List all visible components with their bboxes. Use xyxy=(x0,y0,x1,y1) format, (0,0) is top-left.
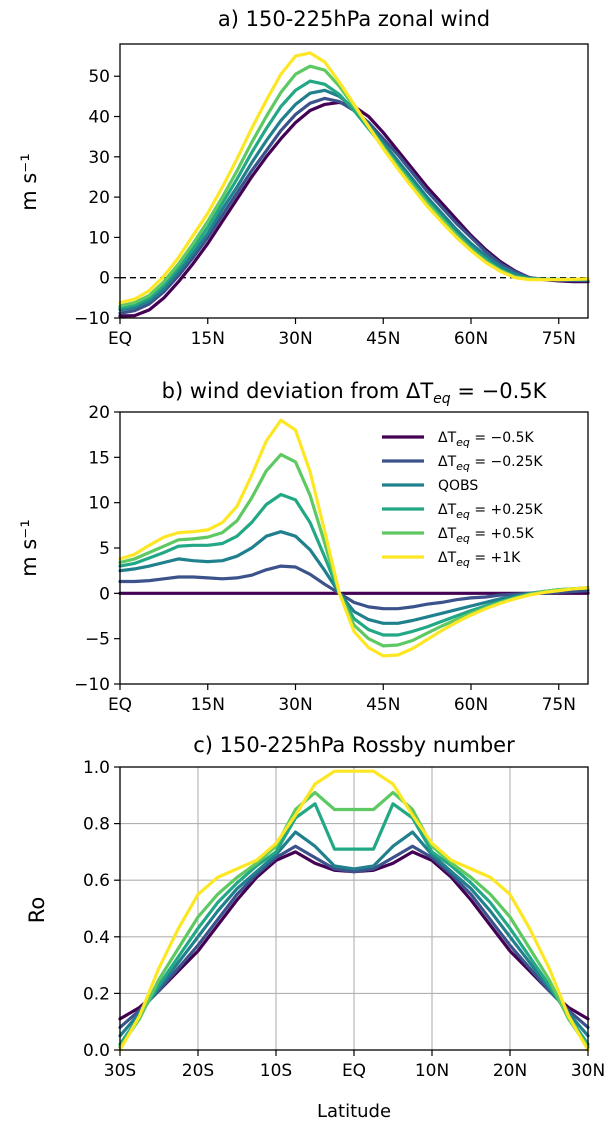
panel-b: b) wind deviation from ΔTeq = −0.5K m s⁻… xyxy=(17,379,590,715)
series-line-0 xyxy=(118,100,590,318)
y-tick-label-5: 40 xyxy=(88,108,110,128)
series-line-4 xyxy=(118,790,590,1049)
x-tick-label-3: EQ xyxy=(342,1061,366,1081)
series-line-3 xyxy=(118,802,590,1046)
x-tick-label-1: 20S xyxy=(182,1061,214,1081)
panel-a-ticks: EQ 15N 30N 45N 60N 75N −10 0 10 20 30 40 50 xyxy=(74,67,576,349)
x-tick-label-0: EQ xyxy=(108,695,132,715)
x-tick-label-5: 20N xyxy=(493,1061,527,1081)
x-tick-label-5: 75N xyxy=(542,695,576,715)
legend-label-1: ΔTeq = −0.25K xyxy=(438,454,543,473)
y-tick-label-3: 0.6 xyxy=(83,871,110,891)
panel-c: c) 150-225hPa Rossby number Ro Latitude … xyxy=(25,733,605,1122)
y-tick-label-5: 15 xyxy=(88,448,110,468)
y-tick-label-1: 0.2 xyxy=(83,984,110,1004)
panel-c-ticks: 30S 20S 10S EQ 10N 20N 30N 0.0 0.2 0.4 0.6 0.8 1.0 xyxy=(83,758,605,1081)
y-tick-label-1: 0 xyxy=(99,269,110,289)
x-tick-label-0: EQ xyxy=(108,329,132,349)
y-tick-label-0: 0.0 xyxy=(83,1041,110,1061)
y-tick-label-6: 50 xyxy=(88,67,110,87)
panel-a-frame xyxy=(119,43,589,319)
legend-label-4: ΔTeq = +0.5K xyxy=(438,526,535,545)
panel-b-title: b) wind deviation from ΔTeq = −0.5K xyxy=(162,379,548,407)
series-line-5 xyxy=(118,769,590,1052)
panel-b-ylabel: m s⁻¹ xyxy=(17,519,41,577)
panel-b-ticks: EQ 15N 30N 45N 60N 75N −10 −5 0 5 10 15 20 xyxy=(74,403,576,715)
legend-label-3: ΔTeq = +0.25K xyxy=(438,502,543,521)
y-tick-label-3: 20 xyxy=(88,188,110,208)
x-tick-label-4: 60N xyxy=(454,695,488,715)
series-line-1 xyxy=(118,96,590,315)
y-tick-label-6: 20 xyxy=(88,403,110,423)
panel-a-title: a) 150-225hPa zonal wind xyxy=(218,7,490,31)
panel-b-title-suffix: = −0.5K xyxy=(451,379,548,403)
x-tick-label-2: 10S xyxy=(260,1061,292,1081)
x-tick-label-5: 75N xyxy=(542,329,576,349)
y-tick-label-0: −10 xyxy=(74,675,110,695)
y-tick-label-2: 0 xyxy=(99,584,110,604)
x-tick-label-4: 10N xyxy=(415,1061,449,1081)
legend-label-0: ΔTeq = −0.5K xyxy=(438,430,535,449)
series-line-2 xyxy=(118,530,590,625)
panel-a: a) 150-225hPa zonal wind m s⁻¹ EQ 15N 30N 4… xyxy=(17,7,590,349)
x-tick-label-4: 60N xyxy=(454,329,488,349)
panel-b-title-prefix: b) wind deviation from xyxy=(162,379,406,403)
x-tick-label-6: 30N xyxy=(571,1061,605,1081)
panel-c-xlabel: Latitude xyxy=(317,1101,391,1122)
panel-b-title-sub: eq xyxy=(433,391,451,407)
x-tick-label-1: 15N xyxy=(191,329,225,349)
panel-c-ylabel: Ro xyxy=(25,897,49,924)
panel-b-series xyxy=(118,418,590,658)
panel-b-legend: ΔTeq = −0.5K ΔTeq = −0.25K QOBS ΔTeq = +0.2… xyxy=(382,430,543,569)
x-tick-label-3: 45N xyxy=(366,695,400,715)
y-tick-label-2: 10 xyxy=(88,228,110,248)
y-tick-label-4: 30 xyxy=(88,148,110,168)
legend-label-2: QOBS xyxy=(438,478,478,494)
x-tick-label-2: 30N xyxy=(278,329,312,349)
y-tick-label-1: −5 xyxy=(85,630,110,650)
y-tick-label-5: 1.0 xyxy=(83,758,110,778)
y-tick-label-4: 10 xyxy=(88,494,110,514)
series-line-1 xyxy=(118,844,590,1030)
panel-c-title: c) 150-225hPa Rossby number xyxy=(193,733,515,757)
series-line-5 xyxy=(118,418,590,658)
x-tick-label-2: 30N xyxy=(278,695,312,715)
y-tick-label-2: 0.4 xyxy=(83,928,110,948)
x-tick-label-0: 30S xyxy=(104,1061,136,1081)
y-tick-label-4: 0.8 xyxy=(83,815,110,835)
panel-b-ylabel-unit: m s⁻¹ xyxy=(17,519,41,577)
panel-a-series xyxy=(118,51,590,318)
series-line-5 xyxy=(118,51,590,305)
panel-a-ylabel-unit: m s⁻¹ xyxy=(17,153,41,211)
y-tick-label-3: 5 xyxy=(99,539,110,559)
y-tick-label-0: −10 xyxy=(74,309,110,329)
x-tick-label-1: 15N xyxy=(191,695,225,715)
panel-a-ylabel: m s⁻¹ xyxy=(17,153,41,211)
panel-b-frame xyxy=(119,411,589,685)
legend-label-5: ΔTeq = +1K xyxy=(438,550,521,569)
panel-b-title-delta: ΔT xyxy=(406,379,433,403)
x-tick-label-3: 45N xyxy=(366,329,400,349)
series-line-1 xyxy=(118,564,590,611)
series-line-2 xyxy=(118,830,590,1038)
panel-c-series xyxy=(118,769,590,1052)
